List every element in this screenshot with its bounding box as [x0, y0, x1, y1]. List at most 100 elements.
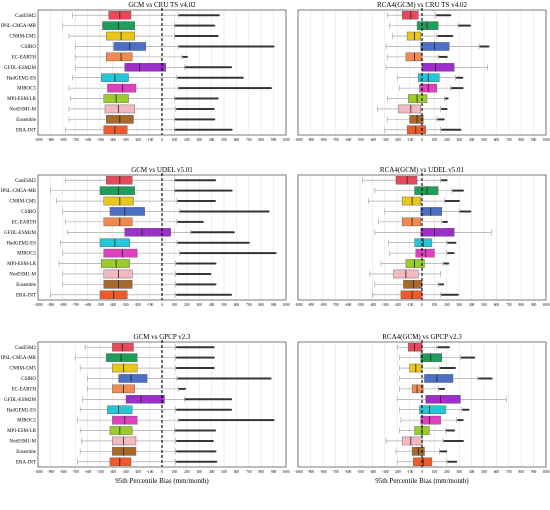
box-iqr: [413, 457, 433, 467]
outlier-point: [212, 356, 215, 359]
box-csiro: [74, 42, 275, 51]
category-label: EC-EARTH: [12, 55, 37, 60]
box-hadgem2-es: [60, 238, 250, 247]
category-label: CanESM2: [15, 346, 36, 351]
outlier-point: [214, 460, 218, 463]
x-tick-label: −600: [84, 303, 92, 307]
box-iqr: [405, 52, 423, 62]
outlier-point: [212, 367, 215, 370]
x-tick-label: 900: [271, 138, 277, 142]
x-tick-label: 800: [519, 303, 525, 307]
panel-rca4-gcm-vs-gpcp-v2-3: RCA4(GCM) vs GPCP v2.3−1000 −900 −800 −700−…: [293, 333, 549, 485]
outlier-point: [448, 14, 452, 17]
x-tick-label: −1000: [33, 470, 42, 474]
box-iqr: [103, 269, 133, 279]
category-label: GFDL-ESM2M: [4, 231, 37, 236]
panel-title: GCM vs CRU TS v4.02: [128, 1, 196, 9]
outlier-point: [230, 128, 233, 131]
box-iqr: [401, 196, 421, 206]
outlier-point: [461, 87, 464, 90]
category-label: HadGEM2-ES: [7, 408, 37, 413]
box-gfdl-esm2m: [396, 395, 507, 404]
box-iqr: [398, 104, 421, 114]
x-tick-label: −600: [344, 470, 352, 474]
box-hadgem2-es: [396, 73, 464, 82]
category-label: GFDL-ESM2M: [4, 66, 37, 71]
box-ec-earth: [64, 217, 204, 227]
category-label: Ensemble: [16, 118, 36, 123]
x-tick-label: 900: [271, 303, 277, 307]
box-era-int: [50, 290, 233, 300]
box-iqr: [112, 342, 134, 352]
outlier-point: [445, 220, 448, 223]
x-tick-label: 200: [184, 303, 190, 307]
x-tick-label: −400: [369, 138, 377, 142]
category-label: ERA-INT: [16, 128, 36, 133]
box-iqr: [401, 10, 419, 20]
x-tick-label: 0: [421, 470, 423, 474]
box-noresm1-m: [369, 269, 441, 279]
x-tick-label: 800: [519, 138, 525, 142]
box-canesm2: [64, 175, 217, 185]
outlier-point: [272, 419, 275, 422]
x-tick-label: 0: [421, 303, 423, 307]
box-iqr: [420, 228, 455, 237]
outlier-point: [211, 439, 214, 442]
x-tick-label: 1000: [542, 138, 549, 142]
outlier-point: [467, 408, 470, 411]
box-iqr: [414, 186, 439, 195]
box-iqr: [105, 31, 135, 41]
outlier-point: [468, 24, 472, 27]
outlier-point: [469, 210, 472, 213]
x-tick-label: −1000: [293, 138, 302, 142]
box-iqr: [420, 207, 443, 216]
category-label: EC-EARTH: [12, 220, 37, 225]
box-csiro: [62, 207, 270, 216]
x-tick-label: −900: [307, 138, 315, 142]
x-tick-label: 800: [259, 138, 265, 142]
x-tick-label: 0: [161, 303, 163, 307]
box-iqr: [401, 436, 423, 446]
x-tick-label: −900: [47, 470, 55, 474]
x-tick-label: −100: [146, 138, 154, 142]
box-ensemble: [374, 280, 445, 289]
box-gfdl-esm2m: [74, 63, 233, 72]
box-iqr: [118, 374, 148, 383]
panel-gcm-vs-gpcp-v2-3: GCM vs GPCP v2.3 CanESM2 IPSL-CM5A-MR CNRM-…: [1, 333, 290, 485]
outlier-point: [452, 252, 455, 255]
box-csiro: [384, 207, 472, 216]
box-iqr: [105, 353, 138, 362]
category-label: MPI-ESM-LR: [7, 262, 37, 267]
x-tick-label: −600: [84, 138, 92, 142]
box-mpi-esm-lr: [386, 94, 449, 103]
box-mpi-esm-lr: [79, 426, 217, 435]
category-label: NorESM1-M: [9, 273, 36, 278]
x-tick-label: 800: [259, 303, 265, 307]
box-iqr: [109, 207, 145, 216]
x-tick-label: 300: [197, 470, 203, 474]
x-tick-label: −800: [319, 470, 327, 474]
outlier-point: [274, 252, 277, 255]
box-iqr: [109, 457, 132, 467]
box-noresm1-m: [68, 104, 215, 114]
box-iqr: [101, 259, 130, 268]
x-tick-label: −1000: [33, 138, 42, 142]
box-iqr: [103, 248, 138, 258]
panel-title: RCA4(GCM) vs GPCP v2.3: [382, 333, 462, 341]
x-tick-label: −200: [393, 303, 401, 307]
x-tick-label: 400: [469, 303, 475, 307]
box-cnrm-cm5: [391, 31, 454, 41]
box-iqr: [112, 447, 137, 456]
outlier-point: [217, 14, 220, 17]
category-label: MPI-ESM-LR: [7, 429, 37, 434]
box-csiro: [87, 374, 272, 383]
x-tick-label: 1000: [542, 470, 549, 474]
box-iqr: [112, 363, 138, 373]
x-axis-title: 95th Percentile Bias (mm/month): [115, 477, 209, 485]
x-tick-label: 300: [197, 138, 203, 142]
box-iqr: [419, 405, 446, 414]
outlier-point: [213, 179, 217, 182]
box-iqr: [405, 259, 425, 268]
category-label: IPSL-CM5A-MR: [1, 356, 37, 361]
outlier-point: [241, 76, 244, 79]
